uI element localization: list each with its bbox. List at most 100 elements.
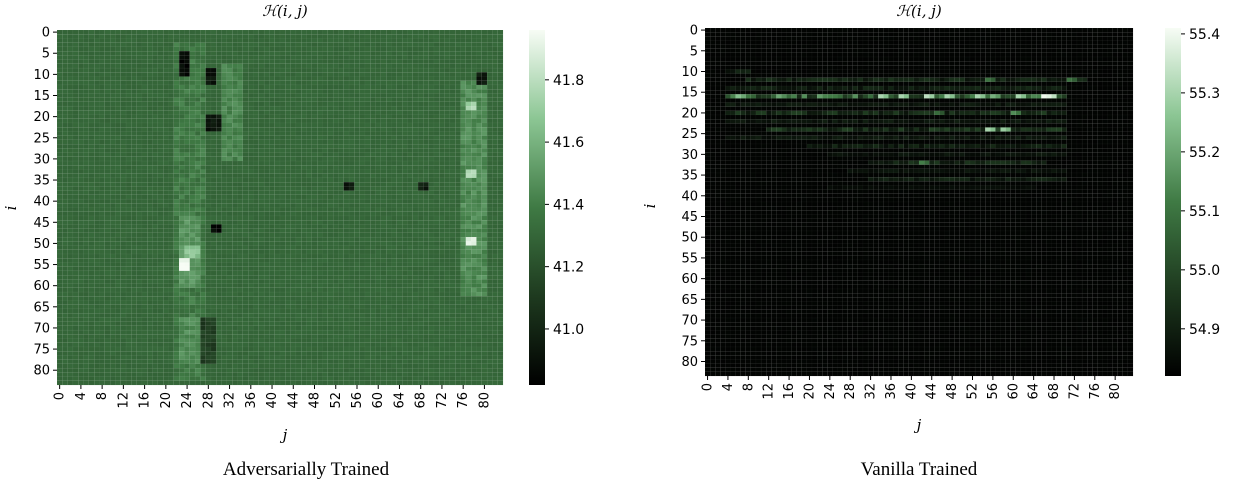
heatmap-cell [83,194,90,200]
heatmap-cell [72,110,79,115]
heatmap-cell [439,143,445,149]
heatmap-cell [237,29,244,35]
heatmap-cell [449,93,456,98]
heatmap-cell [285,38,291,43]
heatmap-cell [290,105,297,111]
heatmap-cell [120,203,127,208]
heatmap-cell [157,262,164,267]
heatmap-cell [274,105,281,111]
heatmap-cell [67,55,74,60]
heatmap-cell [364,262,371,267]
heatmap-cell [131,215,137,221]
heatmap-cell [295,72,302,77]
heatmap-cell [210,143,217,149]
heatmap-cell [449,131,456,136]
heatmap-cell [221,152,228,157]
heatmap-cell [412,55,419,60]
heatmap-cell [269,143,275,149]
heatmap-cell [152,228,159,234]
heatmap-cell [301,118,307,124]
heatmap-cell [285,160,291,166]
heatmap-cell [168,50,175,56]
heatmap-cell [78,262,84,267]
heatmap-cell [279,93,286,98]
heatmap-cell [428,63,435,69]
heatmap-cell [147,148,153,153]
heatmap-cell [88,63,95,69]
heatmap-cell [83,165,90,170]
heatmap-cell [72,224,79,229]
heatmap-cell [481,181,488,187]
heatmap-cell [157,207,164,212]
heatmap-cell [216,84,222,90]
heatmap-cell [359,93,366,98]
heatmap-cell [354,59,360,65]
heatmap-cell [359,211,366,217]
heatmap-cell [470,46,477,52]
heatmap-cell [428,72,435,77]
heatmap-cell [449,236,456,242]
heatmap-cell [364,42,371,48]
heatmap-cell [194,279,201,284]
heatmap-cell [423,80,429,86]
heatmap-cell [221,42,228,48]
heatmap-cell [173,55,180,60]
heatmap-cell [306,258,313,263]
heatmap-cell [237,232,244,238]
heatmap-cell [237,266,244,272]
heatmap-cell [492,50,498,56]
heatmap-cell [486,190,493,196]
heatmap-cell [163,110,169,115]
heatmap-cell [67,232,74,238]
heatmap-cell [94,110,100,115]
heatmap-cell [141,165,148,170]
heatmap-cell [173,236,180,242]
heatmap-cell [210,194,217,200]
heatmap-cell [237,148,244,153]
heatmap-cell [380,55,387,60]
heatmap-cell [88,224,95,229]
heatmap-cell [232,127,238,132]
heatmap-cell [99,160,105,166]
heatmap-cell [242,122,249,128]
heatmap-cell [125,207,132,212]
heatmap-cell [439,160,445,166]
heatmap-cell [279,135,286,141]
heatmap-cell [391,105,398,111]
heatmap-cell [317,110,323,115]
heatmap-cell [120,211,127,217]
heatmap-cell [386,232,392,238]
heatmap-cell [343,266,350,272]
heatmap-cell [115,67,121,73]
heatmap-cell [375,258,382,263]
heatmap-cell [391,266,398,272]
heatmap-cell [348,236,355,242]
heatmap-cell [375,169,382,174]
heatmap-cell [449,72,456,77]
heatmap-cell [306,270,313,276]
heatmap-cell [163,84,169,90]
heatmap-cell [279,160,286,166]
heatmap-cell [263,203,270,208]
heatmap-cell [322,190,328,196]
heatmap-cell [247,215,254,221]
heatmap-cell [386,59,392,65]
heatmap-cell [343,93,350,98]
heatmap-cell [476,241,482,246]
heatmap-cell [141,38,148,43]
heatmap-cell [407,186,413,191]
heatmap-cell [417,241,424,246]
heatmap-cell [72,262,79,267]
heatmap-cell [88,266,95,272]
heatmap-cell [247,38,254,43]
heatmap-cell [269,127,275,132]
heatmap-cell [242,139,249,145]
heatmap-cell [67,34,74,39]
heatmap-cell [433,274,440,280]
heatmap-cell [242,105,249,111]
heatmap-cell [285,253,291,259]
heatmap-cell [370,93,376,98]
heatmap-cell [141,224,148,229]
heatmap-cell [428,84,435,90]
heatmap-cell [216,139,222,145]
